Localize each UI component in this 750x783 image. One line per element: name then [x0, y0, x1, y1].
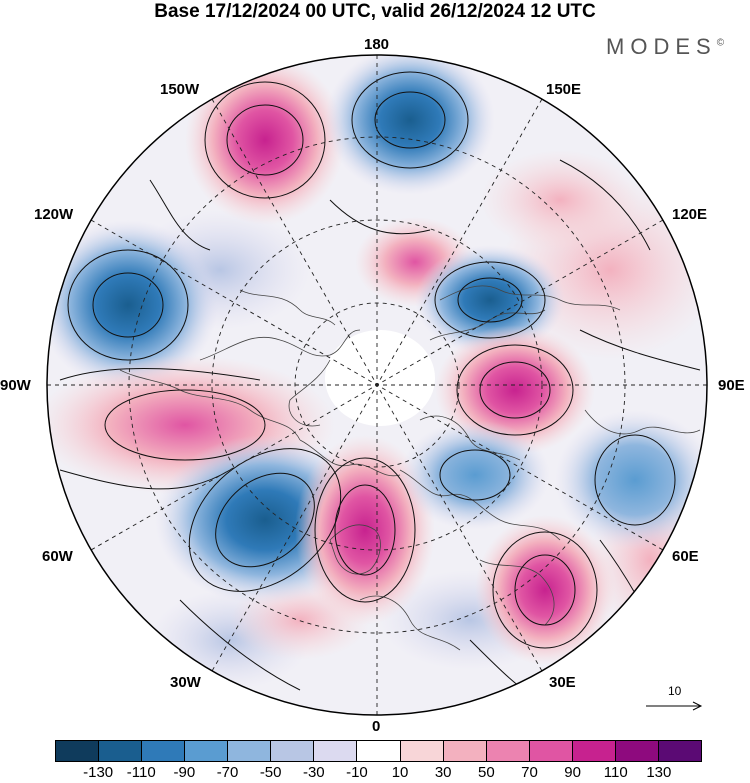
- lon-label-90w: 90W: [0, 377, 31, 394]
- anomaly-negative-70e: [555, 410, 707, 550]
- lon-label-150w: 150W: [160, 81, 200, 98]
- anomaly-field: [47, 55, 707, 715]
- brand-mark: ©: [716, 37, 725, 49]
- colorbar-tick-label: -50: [259, 764, 282, 781]
- lon-label-120e: 120E: [672, 206, 708, 223]
- colorbar-tick-label: 30: [434, 764, 452, 781]
- colorbar-swatch: [99, 741, 143, 761]
- colorbar-swatch: [142, 741, 186, 761]
- colorbar-swatch: [185, 741, 229, 761]
- anomaly-negative-170e: [325, 55, 495, 195]
- lon-label-60e: 60E: [672, 548, 699, 565]
- colorbar-tick-label: -90: [173, 764, 196, 781]
- colorbar-swatch: [529, 741, 573, 761]
- colorbar: [55, 740, 702, 762]
- colorbar-swatch: [443, 741, 487, 761]
- colorbar-tick-label: -110: [126, 764, 156, 781]
- colorbar-swatch: [658, 741, 701, 761]
- reference-vector: 10: [640, 682, 710, 722]
- colorbar-tick-label: 90: [564, 764, 581, 781]
- colorbar-swatch: [572, 741, 616, 761]
- polar-map: [46, 54, 708, 716]
- anomaly-positive-150w: [185, 55, 345, 225]
- lon-label-60w: 60W: [42, 548, 73, 565]
- coastlines: [119, 285, 701, 651]
- graticule: [47, 55, 707, 715]
- colorbar-tick-label: -30: [302, 764, 325, 781]
- map-title: Base 17/12/2024 00 UTC, valid 26/12/2024…: [154, 1, 596, 22]
- lon-label-30w: 30W: [170, 674, 201, 691]
- anomaly-negative-115w: [47, 220, 218, 390]
- colorbar-swatch: [56, 741, 100, 761]
- anomaly-negative-40e: [400, 420, 550, 530]
- colorbar-swatch: [357, 741, 401, 761]
- colorbar-swatch: [615, 741, 659, 761]
- colorbar-tick-label: 70: [521, 764, 538, 781]
- anomaly-positive-30e: [475, 515, 615, 665]
- lon-label-120w: 120W: [34, 206, 74, 223]
- colorbar-ticks: -130 -110 -90 -70 -50 -30 -10 10 30 50 70 90 110 130: [55, 762, 702, 782]
- colorbar-tick-label: -130: [83, 764, 114, 781]
- colorbar-swatch: [486, 741, 530, 761]
- colorbar-swatch: [228, 741, 272, 761]
- anomaly-positive-5w: [295, 435, 435, 625]
- colorbar-tick-label: 130: [646, 764, 672, 781]
- colorbar-swatch: [314, 741, 358, 761]
- lon-label-0: 0: [372, 718, 381, 735]
- map-boundary: [46, 54, 708, 716]
- brand-name: MODES: [606, 34, 717, 59]
- lon-label-90e: 90E: [718, 377, 745, 394]
- reference-vector-label: 10: [668, 684, 682, 698]
- colorbar-swatch: [271, 741, 315, 761]
- colorbar-tick-label: 50: [477, 764, 495, 781]
- colorbar-tick-label: 10: [391, 764, 409, 781]
- colorbar-swatch: [400, 741, 444, 761]
- lon-label-30e: 30E: [549, 674, 576, 691]
- lon-label-150e: 150E: [546, 81, 582, 98]
- reference-arrow-icon: [646, 701, 703, 711]
- colorbar-tick-label: -10: [346, 764, 368, 781]
- lon-label-180: 180: [364, 36, 390, 53]
- colorbar-tick-label: 110: [603, 764, 628, 781]
- brand-logo: MODES©: [606, 34, 724, 60]
- colorbar-tick-label: -70: [216, 764, 239, 781]
